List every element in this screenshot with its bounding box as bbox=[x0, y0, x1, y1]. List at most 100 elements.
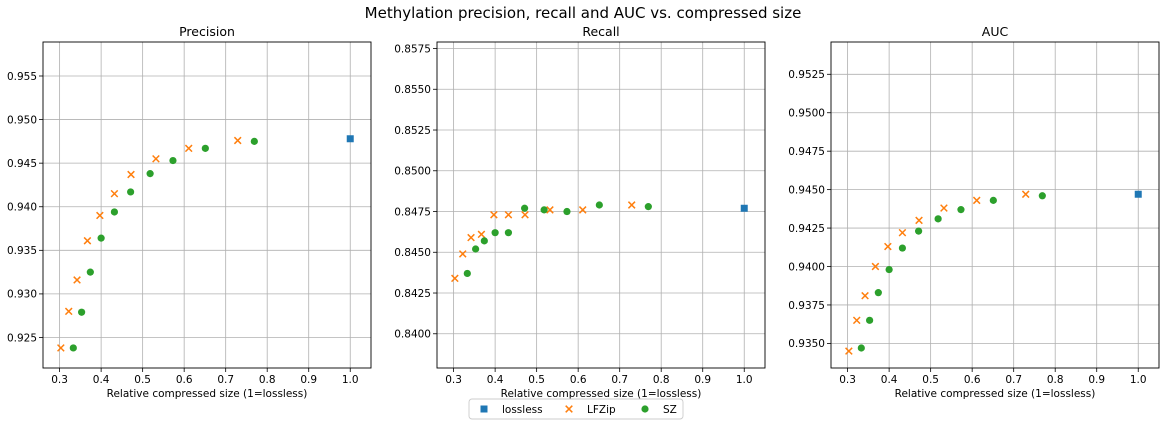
subplot-title: AUC bbox=[982, 24, 1009, 39]
point-SZ bbox=[989, 196, 997, 204]
x-tick-label: 1.0 bbox=[1130, 374, 1147, 386]
legend-label: LFZip bbox=[587, 404, 616, 416]
y-tick-label: 0.9375 bbox=[788, 300, 825, 312]
point-SZ bbox=[127, 188, 135, 196]
point-LFZip bbox=[83, 236, 92, 245]
y-tick-label: 0.950 bbox=[7, 114, 37, 126]
point-SZ bbox=[1038, 192, 1046, 200]
point-SZ bbox=[885, 265, 893, 274]
point-LFZip bbox=[852, 316, 861, 325]
legend-entry-lossless: lossless bbox=[480, 404, 543, 416]
x-axis-label: Relative compressed size (1=lossless) bbox=[501, 388, 702, 400]
y-tick-label: 0.8525 bbox=[394, 125, 431, 137]
point-SZ bbox=[957, 206, 965, 214]
legend-frame bbox=[468, 398, 684, 420]
point-SZ bbox=[472, 245, 480, 253]
legend-label: lossless bbox=[502, 404, 543, 416]
y-tick-label: 0.8425 bbox=[394, 288, 431, 300]
point-LFZip bbox=[184, 144, 193, 153]
point-LFZip bbox=[898, 228, 907, 237]
point-SZ bbox=[78, 308, 86, 316]
point-LFZip bbox=[110, 189, 119, 198]
point-LFZip bbox=[845, 347, 853, 355]
point-LFZip bbox=[578, 206, 587, 214]
x-tick-label: 0.5 bbox=[922, 374, 939, 386]
x-tick-label: 0.6 bbox=[176, 374, 193, 386]
point-LFZip bbox=[64, 307, 73, 316]
y-tick-label: 0.935 bbox=[7, 245, 37, 257]
axes-frame bbox=[830, 41, 1160, 369]
point-LFZip bbox=[73, 276, 81, 284]
point-SZ bbox=[146, 170, 154, 178]
point-LFZip bbox=[504, 210, 513, 219]
x-tick-label: 0.4 bbox=[881, 374, 898, 386]
point-LFZip bbox=[1021, 190, 1030, 199]
y-tick-label: 0.8500 bbox=[394, 166, 431, 178]
legend: lossless LFZip SZ bbox=[468, 398, 684, 420]
point-LFZip bbox=[152, 154, 160, 163]
y-tick-label: 0.9400 bbox=[788, 261, 825, 273]
point-LFZip bbox=[884, 242, 892, 251]
x-tick-label: 0.7 bbox=[611, 374, 628, 386]
point-LFZip bbox=[127, 170, 135, 179]
point-LFZip bbox=[915, 216, 923, 225]
point-lossless bbox=[346, 135, 354, 143]
point-LFZip bbox=[477, 230, 486, 239]
y-tick-label: 0.9425 bbox=[788, 223, 825, 235]
point-LFZip bbox=[451, 274, 459, 283]
point-SZ bbox=[898, 244, 907, 252]
subplot-1: 0.3 0.4 0.5 0.6 0.7 0.8 0.9 1.0 0.925 0.930 0.935 0… bbox=[7, 24, 372, 400]
point-SZ bbox=[86, 268, 94, 276]
y-tick-label: 0.9450 bbox=[788, 184, 825, 196]
y-tick-label: 0.9350 bbox=[788, 338, 825, 350]
subplot-title: Precision bbox=[179, 24, 235, 39]
point-LFZip bbox=[467, 233, 475, 242]
x-tick-label: 0.9 bbox=[694, 374, 711, 386]
subplots: 0.3 0.4 0.5 0.6 0.7 0.8 0.9 1.00.9250.9300.9350… bbox=[7, 24, 1160, 400]
subplot-3: 0.3 0.4 0.5 0.6 0.7 0.8 0.9 1.0 0.9350 0.9375 0.94… bbox=[788, 24, 1160, 400]
point-SZ bbox=[595, 201, 603, 209]
y-tick-label: 0.8400 bbox=[394, 329, 431, 341]
point-LFZip bbox=[233, 136, 242, 145]
point-SZ bbox=[915, 227, 923, 235]
point-lossless bbox=[740, 204, 748, 212]
x-tick-label: 0.6 bbox=[964, 374, 981, 386]
point-SZ bbox=[504, 229, 513, 237]
y-tick-label: 0.925 bbox=[7, 332, 37, 344]
y-tick-label: 0.945 bbox=[7, 158, 37, 170]
point-SZ bbox=[491, 229, 499, 237]
y-tick-label: 0.8475 bbox=[394, 206, 431, 218]
x-tick-label: 0.4 bbox=[93, 374, 110, 386]
point-SZ bbox=[540, 206, 548, 214]
y-tick-label: 0.955 bbox=[7, 71, 37, 83]
y-tick-label: 0.9525 bbox=[788, 69, 825, 81]
point-SZ bbox=[934, 215, 942, 223]
x-tick-label: 0.5 bbox=[528, 374, 545, 386]
legend-entry-SZ: SZ bbox=[641, 404, 677, 416]
point-SZ bbox=[644, 203, 652, 211]
x-tick-label: 0.3 bbox=[51, 374, 68, 386]
x-tick-label: 0.8 bbox=[1047, 374, 1064, 386]
point-SZ bbox=[250, 137, 258, 145]
x-tick-label: 0.4 bbox=[487, 374, 504, 386]
y-tick-label: 0.8450 bbox=[394, 247, 431, 259]
legend-label: SZ bbox=[663, 404, 677, 416]
point-SZ bbox=[857, 344, 865, 352]
x-tick-label: 0.3 bbox=[445, 374, 462, 386]
point-SZ bbox=[201, 144, 209, 152]
point-LFZip bbox=[57, 344, 65, 352]
point-LFZip bbox=[861, 291, 869, 300]
point-SZ bbox=[521, 204, 529, 212]
point-LFZip bbox=[96, 211, 104, 220]
point-lossless bbox=[1134, 190, 1142, 198]
point-LFZip bbox=[546, 206, 554, 214]
figure-title: Methylation precision, recall and AUC vs… bbox=[365, 4, 802, 22]
y-tick-label: 0.9500 bbox=[788, 108, 825, 120]
point-SZ bbox=[866, 316, 874, 324]
x-tick-label: 0.5 bbox=[134, 374, 151, 386]
axes-frame bbox=[42, 41, 372, 369]
y-tick-label: 0.8550 bbox=[394, 84, 431, 96]
point-LFZip bbox=[521, 210, 529, 219]
x-tick-label: 0.9 bbox=[300, 374, 317, 386]
